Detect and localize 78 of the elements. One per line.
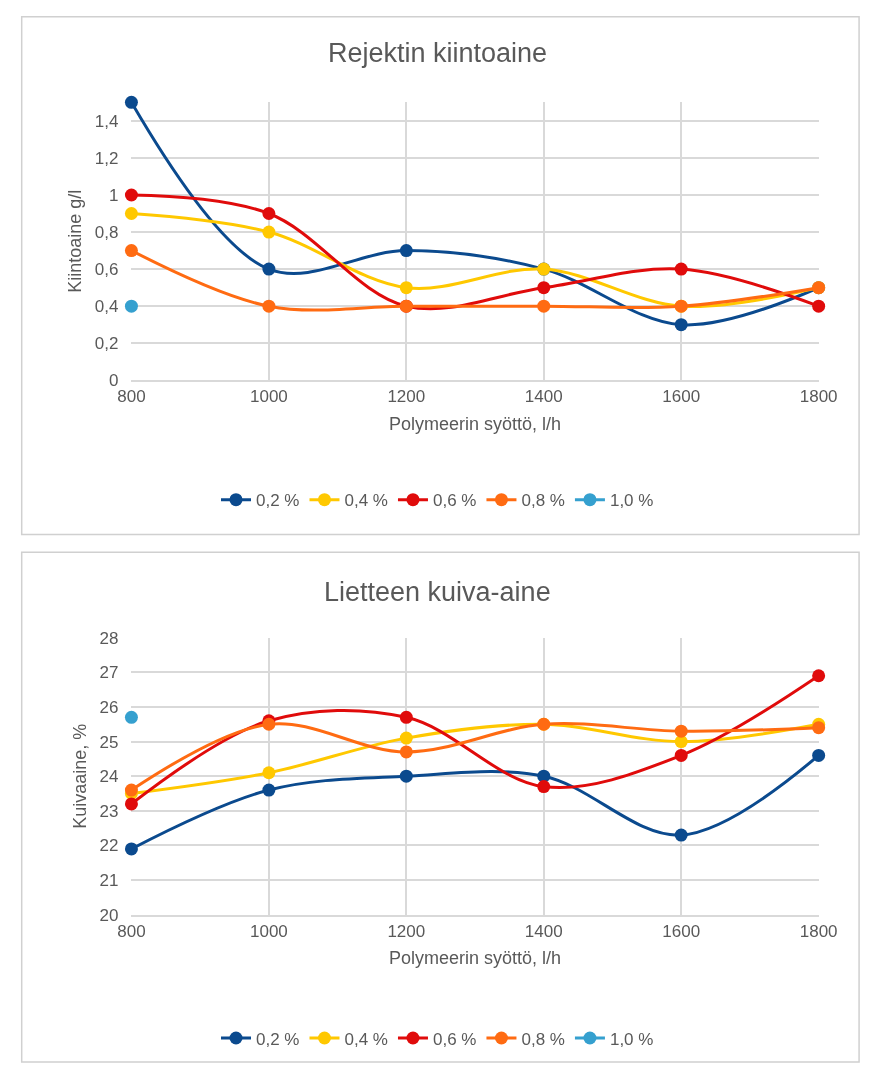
point [124,710,138,724]
point [537,299,551,313]
point [812,721,826,735]
y-axis-title: Kiintoaine g/l [64,189,85,293]
x-tick-label: 1000 [249,387,288,407]
point [124,797,138,811]
x-tick-label: 1000 [249,921,288,941]
point [399,281,413,295]
y-tick-label: 24 [99,767,119,787]
point [124,299,138,313]
y-tick-label: 0,6 [94,260,119,280]
y-tick-label: 0,4 [94,297,119,317]
y-tick-label: 1 [108,185,119,205]
y-tick-label: 21 [99,871,119,891]
legend-label: 1,0 % [609,1029,654,1049]
y-axis-title: Kuivaaine, % [69,723,90,829]
chart-title: Rejektin kiintoaine [328,38,548,68]
x-tick-label: 1200 [387,921,426,941]
point [812,669,826,683]
legend-label: 0,8 % [521,491,565,511]
y-tick-label: 20 [99,905,119,925]
y-tick-label: 0,2 [94,334,119,354]
x-axis-title: Polymeerin syöttö, l/h [389,414,562,435]
y-tick-label: 26 [99,697,119,717]
x-tick-label: 800 [117,921,146,941]
x-tick-label: 1800 [799,387,838,407]
legend-label: 0,6 % [432,1029,477,1049]
y-tick-label: 23 [99,801,119,821]
legend-label: 1,0 % [609,491,654,511]
point [674,828,688,842]
chart-title: Lietteen kuiva-aine [324,577,551,607]
y-tick-label: 25 [99,732,119,752]
point [399,745,413,759]
point [812,748,826,762]
x-tick-label: 1600 [662,921,701,941]
y-tick-label: 28 [99,628,119,648]
legend-label: 0,4 % [344,1029,388,1049]
x-tick-label: 1600 [662,387,701,407]
y-tick-label: 1,4 [94,111,119,131]
point [674,748,688,762]
x-tick-label: 800 [117,387,146,407]
point [399,244,413,258]
y-tick-label: 0 [108,371,119,391]
point [537,780,551,794]
point [674,318,688,332]
legend-label: 0,8 % [521,1029,565,1049]
point [124,244,138,258]
legend-label: 0,2 % [256,1029,300,1049]
point [399,710,413,724]
point [262,766,276,780]
x-tick-label: 1400 [524,387,563,407]
point [262,299,276,313]
point [399,731,413,745]
point [674,724,688,738]
x-axis-title: Polymeerin syöttö, l/h [389,948,562,969]
legend-label: 0,6 % [432,491,477,511]
point [537,281,551,295]
y-tick-label: 22 [99,836,119,856]
legend-label: 0,4 % [344,491,388,511]
point [124,207,138,221]
point [124,783,138,797]
point [124,188,138,202]
point [262,783,276,797]
point [262,207,276,221]
point [262,262,276,276]
point [399,769,413,783]
point [812,299,826,313]
point [262,225,276,239]
x-tick-label: 1400 [524,921,563,941]
y-tick-label: 0,8 [94,223,119,242]
y-tick-label: 27 [99,663,119,683]
legend-label: 0,2 % [256,491,300,511]
point [124,95,138,109]
y-tick-label: 1,2 [94,148,119,168]
point [674,262,688,276]
x-tick-label: 1200 [387,387,426,407]
point [124,842,138,856]
x-tick-label: 1800 [799,921,838,941]
